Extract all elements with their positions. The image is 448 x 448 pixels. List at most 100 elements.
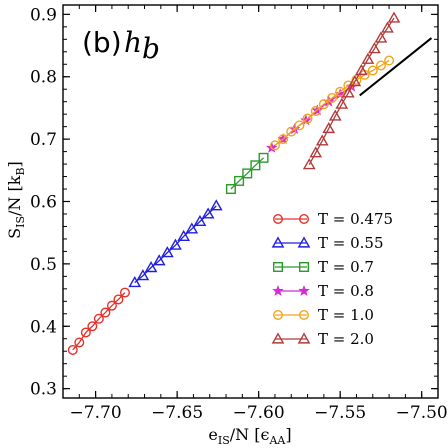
data-point xyxy=(169,238,182,250)
data-point xyxy=(144,261,158,273)
data-point xyxy=(185,222,199,234)
data-point xyxy=(160,246,174,258)
y-tick-label: 0.9 xyxy=(30,5,57,25)
data-point xyxy=(74,337,85,348)
data-point xyxy=(67,344,78,355)
data-point xyxy=(87,321,98,332)
y-axis-label: SIS/N [kB] xyxy=(5,161,27,239)
series-4 xyxy=(269,55,395,151)
data-point xyxy=(335,97,349,109)
data-point xyxy=(310,106,321,117)
data-point xyxy=(318,99,329,110)
data-point xyxy=(384,55,395,66)
data-point xyxy=(355,63,368,76)
data-point xyxy=(341,86,355,98)
legend-marker xyxy=(299,213,310,224)
y-tick-label: 0.6 xyxy=(30,193,57,213)
legend-marker xyxy=(273,213,284,224)
legend-marker xyxy=(273,310,284,321)
data-point xyxy=(294,120,305,131)
panel-label: (b) xyxy=(82,26,122,59)
x-tick-label: −7.55 xyxy=(314,403,366,423)
panel-symbol: hb xyxy=(124,26,160,65)
data-point xyxy=(152,254,166,266)
y-tick-label: 0.8 xyxy=(30,68,57,88)
legend-marker xyxy=(273,262,284,273)
data-point xyxy=(80,327,91,338)
y-tick-label: 0.4 xyxy=(30,317,57,337)
legend-label: T = 2.0 xyxy=(318,330,374,348)
legend-marker xyxy=(297,332,311,344)
legend-item: T = 0.7 xyxy=(273,258,374,276)
y-tick-label: 0.5 xyxy=(30,255,57,275)
y-tick-label: 0.7 xyxy=(30,130,57,150)
data-point xyxy=(93,313,104,324)
data-point xyxy=(374,31,388,43)
x-tick-label: −7.60 xyxy=(233,403,285,423)
series-0 xyxy=(67,287,130,355)
data-point xyxy=(100,307,111,318)
data-point xyxy=(375,60,386,71)
data-point xyxy=(327,92,338,103)
legend-item: T = 0.55 xyxy=(271,234,384,252)
data-point xyxy=(348,75,362,87)
legend-item: T = 0.475 xyxy=(273,210,393,228)
data-point xyxy=(209,199,223,211)
data-point xyxy=(193,214,207,227)
legend-label: T = 0.55 xyxy=(318,234,384,252)
legend-marker xyxy=(298,284,310,296)
data-point xyxy=(322,121,336,134)
series-1 xyxy=(128,199,223,288)
data-point xyxy=(242,168,253,179)
data-point xyxy=(361,52,375,64)
data-point xyxy=(367,65,378,76)
legend-item: T = 1.0 xyxy=(273,306,374,324)
legend-label: T = 1.0 xyxy=(318,306,374,324)
data-point xyxy=(309,146,323,158)
legend-item: T = 0.8 xyxy=(272,282,374,300)
series-line xyxy=(274,59,390,146)
legend-marker xyxy=(299,262,310,273)
series-line xyxy=(134,205,217,284)
data-point xyxy=(381,21,394,33)
data-point xyxy=(128,276,142,288)
legend-marker xyxy=(271,332,285,344)
legend-label: T = 0.8 xyxy=(318,282,374,300)
data-point xyxy=(234,175,245,186)
data-point xyxy=(286,126,297,137)
series-line xyxy=(230,157,264,190)
legend-marker xyxy=(299,310,310,321)
data-point xyxy=(258,152,269,163)
data-point xyxy=(302,113,313,124)
data-point xyxy=(278,134,289,145)
data-point xyxy=(368,42,381,54)
data-point xyxy=(113,294,124,305)
legend-item: T = 2.0 xyxy=(271,330,374,348)
data-point xyxy=(328,109,342,121)
data-point xyxy=(136,269,150,281)
legend-marker xyxy=(271,236,285,248)
plot-area xyxy=(67,11,433,355)
plot-frame xyxy=(62,4,439,399)
data-point xyxy=(119,287,130,298)
data-point xyxy=(387,11,401,23)
legend-marker xyxy=(272,284,284,296)
data-point xyxy=(302,158,316,170)
data-point xyxy=(335,86,346,97)
legend-label: T = 0.475 xyxy=(318,210,393,228)
x-tick-label: −7.65 xyxy=(151,403,203,423)
x-tick-label: −7.70 xyxy=(70,403,122,423)
y-tick-label: 0.3 xyxy=(30,380,57,400)
data-point xyxy=(269,140,280,151)
legend-marker xyxy=(297,236,311,248)
data-point xyxy=(201,207,215,219)
data-point xyxy=(106,300,117,311)
data-point xyxy=(315,134,329,146)
legend: T = 0.475 T = 0.55 T = 0.7 T = 0.8 T = 1.0 T … xyxy=(271,210,393,348)
x-tick-label: −7.50 xyxy=(396,403,448,423)
data-point xyxy=(177,229,191,242)
x-axis-label: eIS/N [ϵAA] xyxy=(208,425,291,447)
data-point xyxy=(250,160,261,171)
legend-label: T = 0.7 xyxy=(318,258,374,276)
